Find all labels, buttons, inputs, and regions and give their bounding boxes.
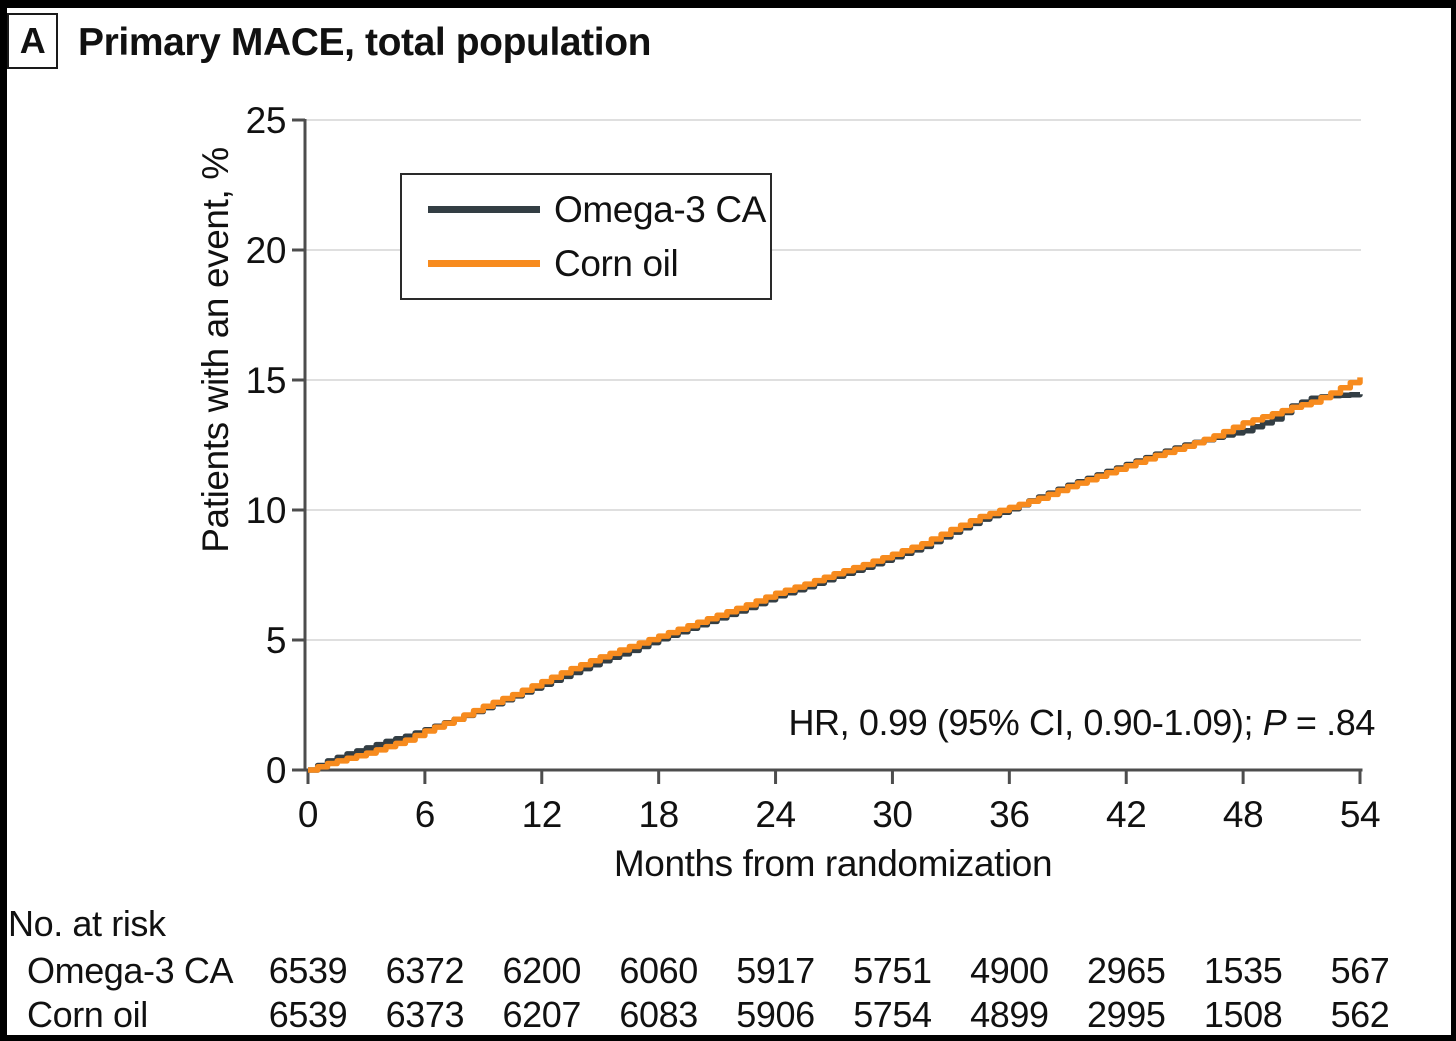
- frame-bottom: [0, 1035, 1456, 1041]
- legend: Omega-3 CA Corn oil: [400, 173, 772, 300]
- risk-count: 6373: [385, 994, 465, 1035]
- risk-count: 6207: [502, 994, 582, 1035]
- y-tick-label: 0: [266, 750, 286, 791]
- risk-count: 5754: [853, 994, 932, 1035]
- risk-count: 567: [1330, 950, 1390, 991]
- series-line-corn-oil: [308, 377, 1363, 773]
- risk-count: 6539: [268, 950, 348, 991]
- x-tick-label: 18: [638, 794, 678, 835]
- risk-count: 1508: [1203, 994, 1283, 1035]
- legend-entry-cornoil: Corn oil: [428, 243, 770, 285]
- risk-row-cornoil: Corn oil 6539 6373 6207 6083 5906 5754 4899 299…: [0, 994, 1456, 1036]
- x-tick-label: 12: [522, 794, 562, 835]
- p-symbol: P: [1262, 702, 1287, 743]
- panel-title: Primary MACE, total population: [78, 21, 652, 64]
- frame-top: [0, 0, 1456, 8]
- risk-count: 4900: [970, 950, 1049, 991]
- x-tick-label: 54: [1340, 794, 1380, 835]
- frame-left: [0, 0, 7, 1041]
- legend-label-omega3: Omega-3 CA: [554, 188, 766, 230]
- legend-label-cornoil: Corn oil: [554, 242, 679, 284]
- frame-right: [1451, 0, 1456, 1041]
- y-tick-label: 25: [246, 100, 286, 141]
- x-tick-label: 36: [989, 794, 1029, 835]
- y-tick-label: 5: [266, 620, 286, 661]
- risk-row-omega3: Omega-3 CA 6539 6372 6200 6060 5917 5751 4900 2…: [0, 950, 1456, 992]
- x-tick-label: 30: [872, 794, 912, 835]
- risk-table-title: No. at risk: [8, 903, 166, 944]
- p-value: = .84: [1286, 702, 1375, 743]
- x-axis-title: Months from randomization: [613, 843, 1053, 884]
- risk-count: 4899: [970, 994, 1049, 1035]
- risk-count: 2995: [1086, 994, 1166, 1035]
- risk-count: 2965: [1086, 950, 1166, 991]
- cornoil-line-swatch: [428, 260, 540, 267]
- risk-count: 5906: [736, 994, 815, 1035]
- x-tick-label: 6: [415, 794, 435, 835]
- x-tick-label: 0: [298, 794, 318, 835]
- risk-count: 6200: [502, 950, 582, 991]
- x-tick-label: 24: [755, 794, 795, 835]
- risk-count: 5751: [853, 950, 932, 991]
- y-tick-label: 20: [246, 230, 286, 271]
- y-tick-label: 10: [246, 490, 286, 531]
- risk-count: 5917: [736, 950, 815, 991]
- risk-count: 6083: [619, 994, 698, 1035]
- x-tick-label: 48: [1223, 794, 1263, 835]
- omega3-line-swatch: [428, 206, 540, 213]
- y-tick-label: 15: [246, 360, 286, 401]
- hr-annotation: HR, 0.99 (95% CI, 0.90-1.09); P = .84: [788, 702, 1375, 744]
- risk-count: 1535: [1203, 950, 1283, 991]
- risk-count: 562: [1330, 994, 1390, 1035]
- risk-count: 6060: [619, 950, 698, 991]
- risk-row-label: Omega-3 CA: [27, 950, 234, 991]
- risk-count: 6372: [385, 950, 465, 991]
- hr-annotation-text: HR, 0.99 (95% CI, 0.90-1.09);: [788, 702, 1263, 743]
- x-tick-label: 42: [1106, 794, 1146, 835]
- risk-row-label: Corn oil: [27, 994, 148, 1035]
- panel-label: A: [7, 13, 58, 69]
- legend-entry-omega3: Omega-3 CA: [428, 189, 770, 231]
- risk-count: 6539: [268, 994, 348, 1035]
- panel-label-text: A: [19, 20, 46, 61]
